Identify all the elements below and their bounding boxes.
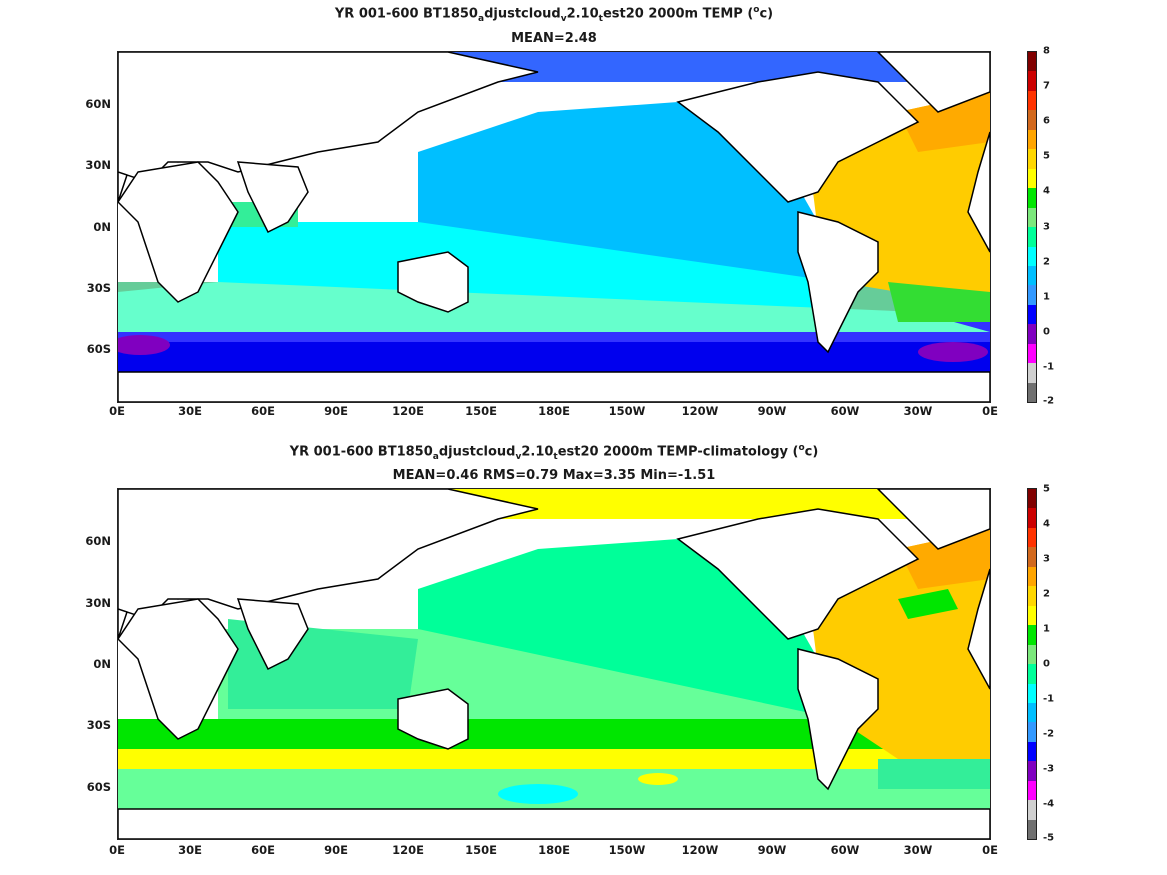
bottom-colorbar-label: -1 [1043,693,1055,705]
top-colorbar-label: 5 [1043,150,1050,162]
bottom-colorbar-label: 3 [1043,553,1050,565]
top-xtick: 0E [982,404,998,418]
bottom-xtick: 90W [757,843,787,857]
top-colorbar-label: 0 [1043,326,1050,338]
bottom-xtick: 60W [830,843,860,857]
top-map-plot [117,51,991,403]
bottom-colorbar-label: 5 [1043,483,1050,495]
top-xtick: 180E [538,404,570,418]
bottom-colorbar-label: -4 [1043,798,1055,810]
top-xtick: 30E [178,404,202,418]
bottom-xtick: 180E [538,843,570,857]
top-colorbar-label: 3 [1043,221,1050,233]
bottom-xtick: 0E [982,843,998,857]
bottom-xtick: 150E [465,843,497,857]
top-map-svg [118,52,990,402]
top-xtick: 150E [465,404,497,418]
top-colorbar [1027,51,1037,403]
bottom-colorbar-label: 1 [1043,623,1050,635]
top-ytick: 60N [85,97,111,111]
bottom-colorbar-label: 4 [1043,518,1050,530]
top-colorbar-label: 2 [1043,256,1050,268]
bottom-xtick: 60E [251,843,275,857]
bottom-colorbar-label: -3 [1043,763,1055,775]
top-xtick: 60E [251,404,275,418]
bottom-ytick: 0N [93,657,111,671]
bottom-xtick: 0E [109,843,125,857]
top-map-title: YR 001-600 BT1850adjustcloudv2.10test20 … [334,5,774,24]
top-colorbar-label: -2 [1043,395,1055,407]
top-colorbar-label: 7 [1043,80,1050,92]
bottom-colorbar-label: -2 [1043,728,1055,740]
top-xtick: 120E [392,404,424,418]
top-xtick: 60W [830,404,860,418]
bottom-map-title: YR 001-600 BT1850adjustcloudv2.10test20 … [289,443,819,462]
bottom-ytick: 60S [86,780,111,794]
top-xtick: 90W [757,404,787,418]
top-ytick: 30S [86,281,111,295]
bottom-ytick: 60N [85,534,111,548]
bottom-map-stats: MEAN=0.46 RMS=0.79 Max=3.35 Min=-1.51 [392,468,716,483]
bottom-colorbar-label: 2 [1043,588,1050,600]
bottom-colorbar-label: 0 [1043,658,1050,670]
top-xtick: 150W [608,404,646,418]
top-xtick: 30W [903,404,933,418]
top-xtick: 90E [324,404,348,418]
bottom-xtick: 150W [608,843,646,857]
top-colorbar-label: 6 [1043,115,1050,127]
top-xtick: 120W [681,404,719,418]
top-ytick: 60S [86,342,111,356]
top-colorbar-label: 1 [1043,291,1050,303]
bottom-xtick: 90E [324,843,348,857]
bottom-xtick: 30E [178,843,202,857]
bottom-ytick: 30N [85,596,111,610]
top-ytick: 0N [93,220,111,234]
bottom-map-svg [118,489,990,839]
bottom-colorbar [1027,488,1037,840]
top-colorbar-label: 8 [1043,45,1050,57]
top-colorbar-label: 4 [1043,185,1050,197]
top-ytick: 30N [85,158,111,172]
bottom-xtick: 120W [681,843,719,857]
top-xtick: 0E [109,404,125,418]
bottom-map-plot [117,488,991,840]
bottom-colorbar-label: -5 [1043,832,1055,844]
bottom-ytick: 30S [86,718,111,732]
bottom-xtick: 30W [903,843,933,857]
top-colorbar-label: -1 [1043,361,1055,373]
bottom-xtick: 120E [392,843,424,857]
top-map-stats: MEAN=2.48 [511,31,597,46]
